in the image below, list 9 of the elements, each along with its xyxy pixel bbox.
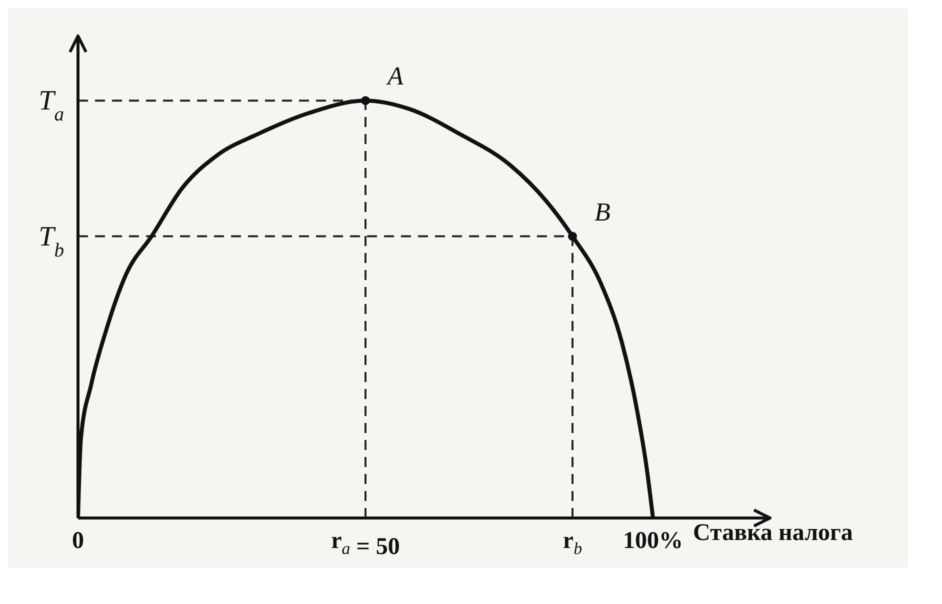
x-tick-label: 100% [623,528,683,554]
x-tick-label: r$_{b}$ [562,528,582,558]
ref-line-label: T$_{b}$ [38,221,64,261]
x-tick-label: 0 [72,528,84,554]
x-axis-title: Ставка налога [693,520,853,546]
annotation: B [594,197,610,226]
annotation: A [386,62,404,91]
ref-line-label: T$_{a}$ [38,86,64,126]
x-tick-label: r$_{a}$ = 50 [331,528,400,560]
